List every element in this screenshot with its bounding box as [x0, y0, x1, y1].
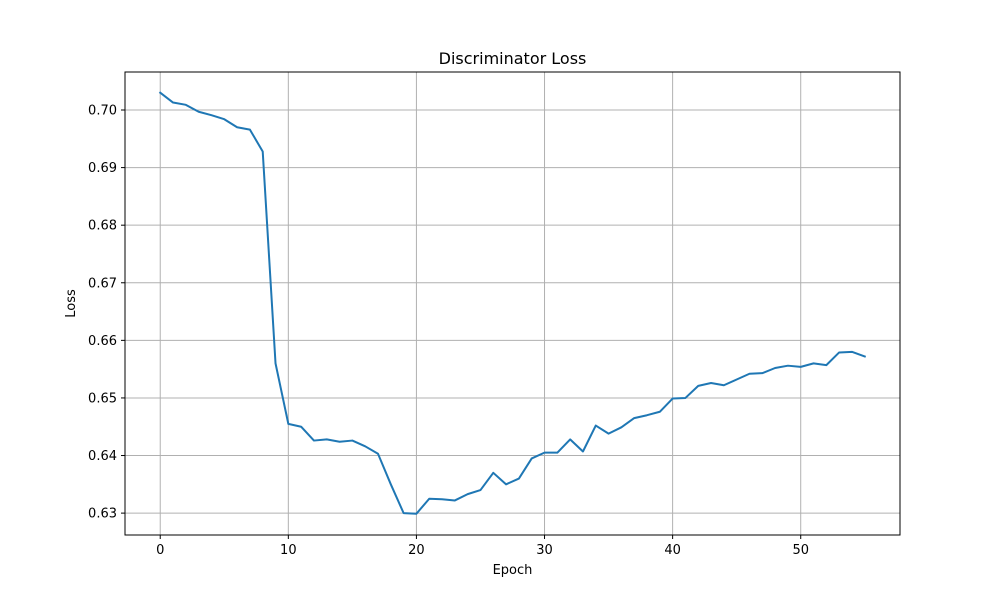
y-tick-label: 0.63 [88, 507, 117, 522]
y-tick-label: 0.70 [88, 104, 117, 119]
y-axis-title: Loss [64, 289, 79, 318]
x-tick-label: 50 [792, 543, 809, 558]
y-axis: 0.63 0.64 0.65 0.66 0.67 0.68 0.69 0.70 [88, 104, 125, 522]
x-tick-label: 0 [156, 543, 164, 558]
loss-series-line [158, 91, 867, 515]
y-tick-label: 0.66 [88, 334, 117, 349]
x-tick-label: 20 [408, 543, 425, 558]
x-tick-label: 10 [280, 543, 297, 558]
y-tick-label: 0.68 [88, 219, 117, 234]
x-tick-label: 30 [536, 543, 553, 558]
y-tick-label: 0.65 [88, 391, 117, 406]
chart-title: Discriminator Loss [439, 49, 587, 68]
plot-frame [124, 71, 901, 536]
grid [125, 72, 900, 535]
y-tick-label: 0.67 [88, 276, 117, 291]
x-axis-title: Epoch [493, 563, 533, 578]
y-tick-label: 0.64 [88, 449, 117, 464]
y-tick-label: 0.69 [88, 161, 117, 176]
series-layer [158, 91, 867, 515]
x-axis: 0 10 20 30 40 50 [156, 535, 809, 558]
x-tick-label: 40 [664, 543, 681, 558]
